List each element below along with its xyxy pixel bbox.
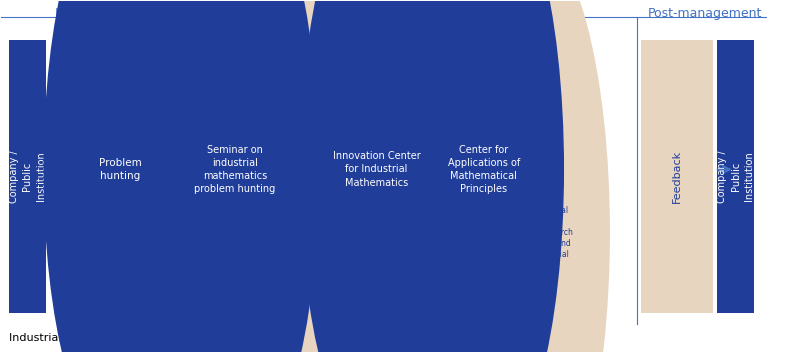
FancyBboxPatch shape xyxy=(9,40,46,313)
FancyBboxPatch shape xyxy=(717,40,754,313)
FancyBboxPatch shape xyxy=(641,40,713,313)
Text: Center for
Applications of
Mathematical
Principles: Center for Applications of Mathematical … xyxy=(448,145,520,194)
Text: Post-management: Post-management xyxy=(649,7,763,20)
Text: Problem
hunting: Problem hunting xyxy=(98,158,141,181)
Text: Feedback: Feedback xyxy=(672,150,682,203)
Ellipse shape xyxy=(403,0,564,353)
Text: Seminar on
industrial
mathematics
problem hunting: Seminar on industrial mathematics proble… xyxy=(195,145,276,194)
Text: Industrial mathematics problem solving process: Industrial mathematics problem solving p… xyxy=(9,333,277,343)
Ellipse shape xyxy=(200,0,361,353)
Text: Problem solving: Problem solving xyxy=(426,7,526,20)
Text: autonomous
problem solving: autonomous problem solving xyxy=(374,209,448,229)
Text: portal of
industrial
mathematics
(icim.nims.re.kr): portal of industrial mathematics (icim.n… xyxy=(119,197,190,240)
Ellipse shape xyxy=(300,0,453,353)
Text: desicion making
on methods of
problem solving
upon discussion
with private secto: desicion making on methods of problem so… xyxy=(241,200,321,265)
Ellipse shape xyxy=(151,0,319,353)
Text: Industrial mathematics problems hunting: Industrial mathematics problems hunting xyxy=(55,7,314,20)
Text: Company /
Public
Institution: Company / Public Institution xyxy=(717,150,753,203)
Ellipse shape xyxy=(342,0,480,353)
Ellipse shape xyxy=(449,0,610,353)
Text: · problem solving
through expert
groups on industrial
mathematics
· discovery of: · problem solving through expert groups … xyxy=(486,184,573,281)
Ellipse shape xyxy=(43,0,196,353)
Text: Company /
Public
Institution: Company / Public Institution xyxy=(9,150,46,203)
Ellipse shape xyxy=(82,0,227,353)
Text: Innovation Center
for Industrial
Mathematics: Innovation Center for Industrial Mathema… xyxy=(333,151,420,188)
